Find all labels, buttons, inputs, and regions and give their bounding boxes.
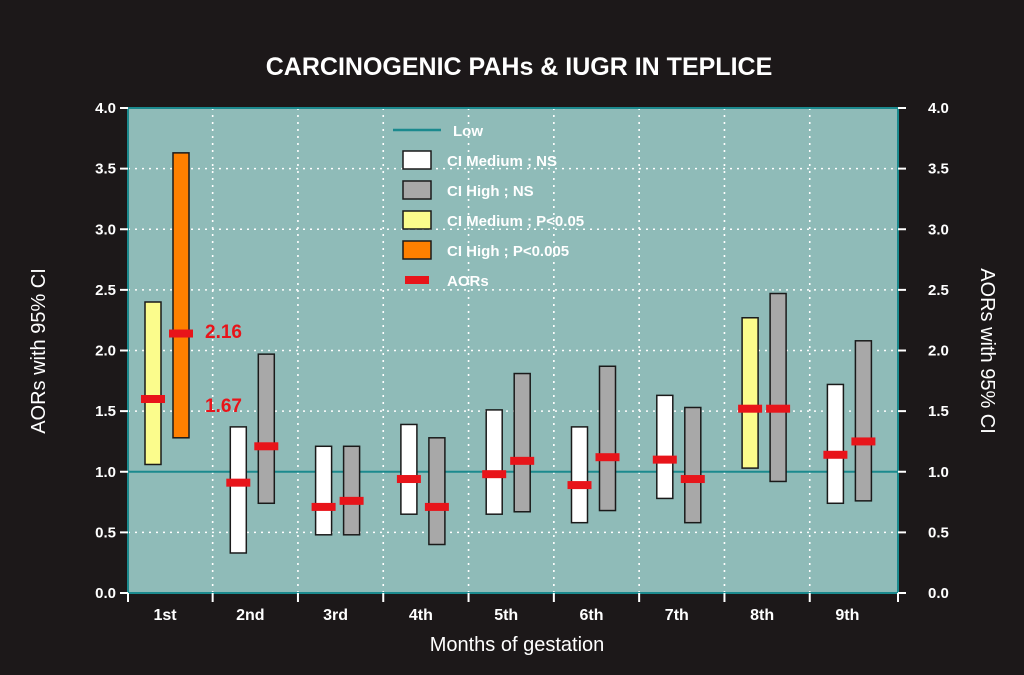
aor-mark-ci-high-7th <box>680 475 705 484</box>
aor-mark-ci-medium-1st <box>141 395 165 403</box>
y-tick-label-left: 0.0 <box>95 585 116 602</box>
x-tick-label: 2nd <box>236 607 264 624</box>
ci-bar-ci-medium-2nd <box>229 426 248 554</box>
ci-bar-ci-medium-1st <box>144 301 162 466</box>
annotation-label: 2.16 <box>205 322 242 343</box>
ci-bar-ci-high-1st <box>172 152 190 439</box>
legend-label: CI High ; NS <box>447 183 534 200</box>
y-tick-label-left: 2.5 <box>95 282 116 299</box>
x-tick-label: 9th <box>835 607 859 624</box>
y-tick-label-right: 1.0 <box>928 464 949 481</box>
ci-bar-ci-high-9th <box>854 340 873 502</box>
ci-bar-ci-high-4th <box>428 437 446 546</box>
y-tick-label-right: 3.5 <box>928 161 949 178</box>
aor-mark-ci-medium-8th <box>738 404 763 413</box>
aor-mark-ci-high-8th <box>766 404 791 413</box>
aor-marks <box>141 329 876 511</box>
ci-bar-ci-high-8th <box>769 292 787 483</box>
x-tick-label: 6th <box>580 607 604 624</box>
legend-box-swatch <box>402 180 432 200</box>
aor-mark-ci-medium-2nd <box>226 478 251 487</box>
legend: Low CI Medium ; NS CI High ; NS CI Medium ;… <box>393 123 584 290</box>
aor-mark-ci-medium-5th <box>482 470 507 479</box>
aor-mark-ci-medium-4th <box>396 475 421 484</box>
legend-label: CI Medium ; P<0.05 <box>447 213 584 230</box>
annotation-label: 1.67 <box>205 396 242 417</box>
ci-bar-ci-high-5th <box>513 372 531 513</box>
y-tick-label-left: 0.5 <box>95 524 116 541</box>
x-tick-label: 3rd <box>323 607 348 624</box>
legend-label: AORs <box>447 273 489 290</box>
y-tick-label-right: 3.0 <box>928 221 949 238</box>
y-axis-label-right: AORs with 95% CI <box>976 268 998 434</box>
ci-bar-ci-high-3rd <box>342 445 361 536</box>
y-tick-label-right: 0.0 <box>928 585 949 602</box>
ci-bars <box>144 152 873 554</box>
aor-mark-ci-medium-3rd <box>311 502 336 511</box>
ci-bar-ci-high-6th <box>598 365 617 512</box>
aor-mark-ci-medium-6th <box>567 481 592 490</box>
x-tick-label: 7th <box>665 607 689 624</box>
y-tick-label-right: 2.0 <box>928 343 949 360</box>
y-tick-label-left: 4.0 <box>95 100 116 117</box>
ci-bar-ci-medium-3rd <box>314 445 333 536</box>
legend-box-swatch <box>402 150 432 170</box>
annotations: 2.16 1.67 <box>205 322 242 417</box>
x-tick-label: 5th <box>494 607 518 624</box>
x-tick-label: 8th <box>750 607 774 624</box>
legend-mark-swatch <box>405 276 429 284</box>
y-tick-label-right: 2.5 <box>928 282 949 299</box>
aor-mark-ci-high-2nd <box>254 442 279 451</box>
chart-title: CARCINOGENIC PAHs & IUGR IN TEPLICE <box>266 53 773 81</box>
legend-label: CI High ; P<0.005 <box>447 243 569 260</box>
aor-mark-ci-high-4th <box>424 502 449 511</box>
y-tick-label-left: 3.0 <box>95 221 116 238</box>
ci-bar-ci-medium-6th <box>570 426 589 524</box>
aor-mark-ci-high-1st <box>169 329 193 338</box>
y-tick-label-left: 1.0 <box>95 464 116 481</box>
legend-label: Low <box>453 123 483 140</box>
y-tick-label-right: 0.5 <box>928 524 949 541</box>
aor-mark-ci-high-6th <box>595 453 620 462</box>
aor-mark-ci-medium-7th <box>652 455 677 464</box>
x-tick-label: 1st <box>153 607 177 624</box>
ci-bar-ci-high-7th <box>684 406 702 524</box>
y-tick-label-left: 3.5 <box>95 161 116 178</box>
x-axis-label: Months of gestation <box>430 634 605 656</box>
aor-mark-ci-high-5th <box>510 456 535 465</box>
y-tick-label-right: 1.5 <box>928 403 949 420</box>
ci-bar-ci-medium-4th <box>400 423 418 515</box>
aor-mark-ci-medium-9th <box>823 450 848 459</box>
ci-bar-ci-medium-9th <box>826 383 845 505</box>
aor-mark-ci-high-3rd <box>339 496 364 505</box>
aor-mark-ci-high-9th <box>851 437 876 446</box>
ci-bar-ci-medium-5th <box>485 409 503 515</box>
ci-bar-ci-medium-7th <box>656 394 674 500</box>
legend-box-swatch <box>402 240 432 260</box>
y-tick-label-left: 2.0 <box>95 343 116 360</box>
ci-bar-ci-high-2nd <box>257 353 276 505</box>
x-tick-label: 4th <box>409 607 433 624</box>
legend-box-swatch <box>402 210 432 230</box>
y-axis-label-left: AORs with 95% CI <box>28 268 50 434</box>
ci-bar-ci-medium-8th <box>741 317 759 469</box>
y-tick-label-left: 1.5 <box>95 403 116 420</box>
y-tick-label-right: 4.0 <box>928 100 949 117</box>
axes: 0.0 0.0 0.5 0.5 1.0 1.0 1.5 1.5 2.0 2.0 2.5 2.5 3.0 3… <box>95 100 949 624</box>
legend-label: CI Medium ; NS <box>447 153 557 170</box>
